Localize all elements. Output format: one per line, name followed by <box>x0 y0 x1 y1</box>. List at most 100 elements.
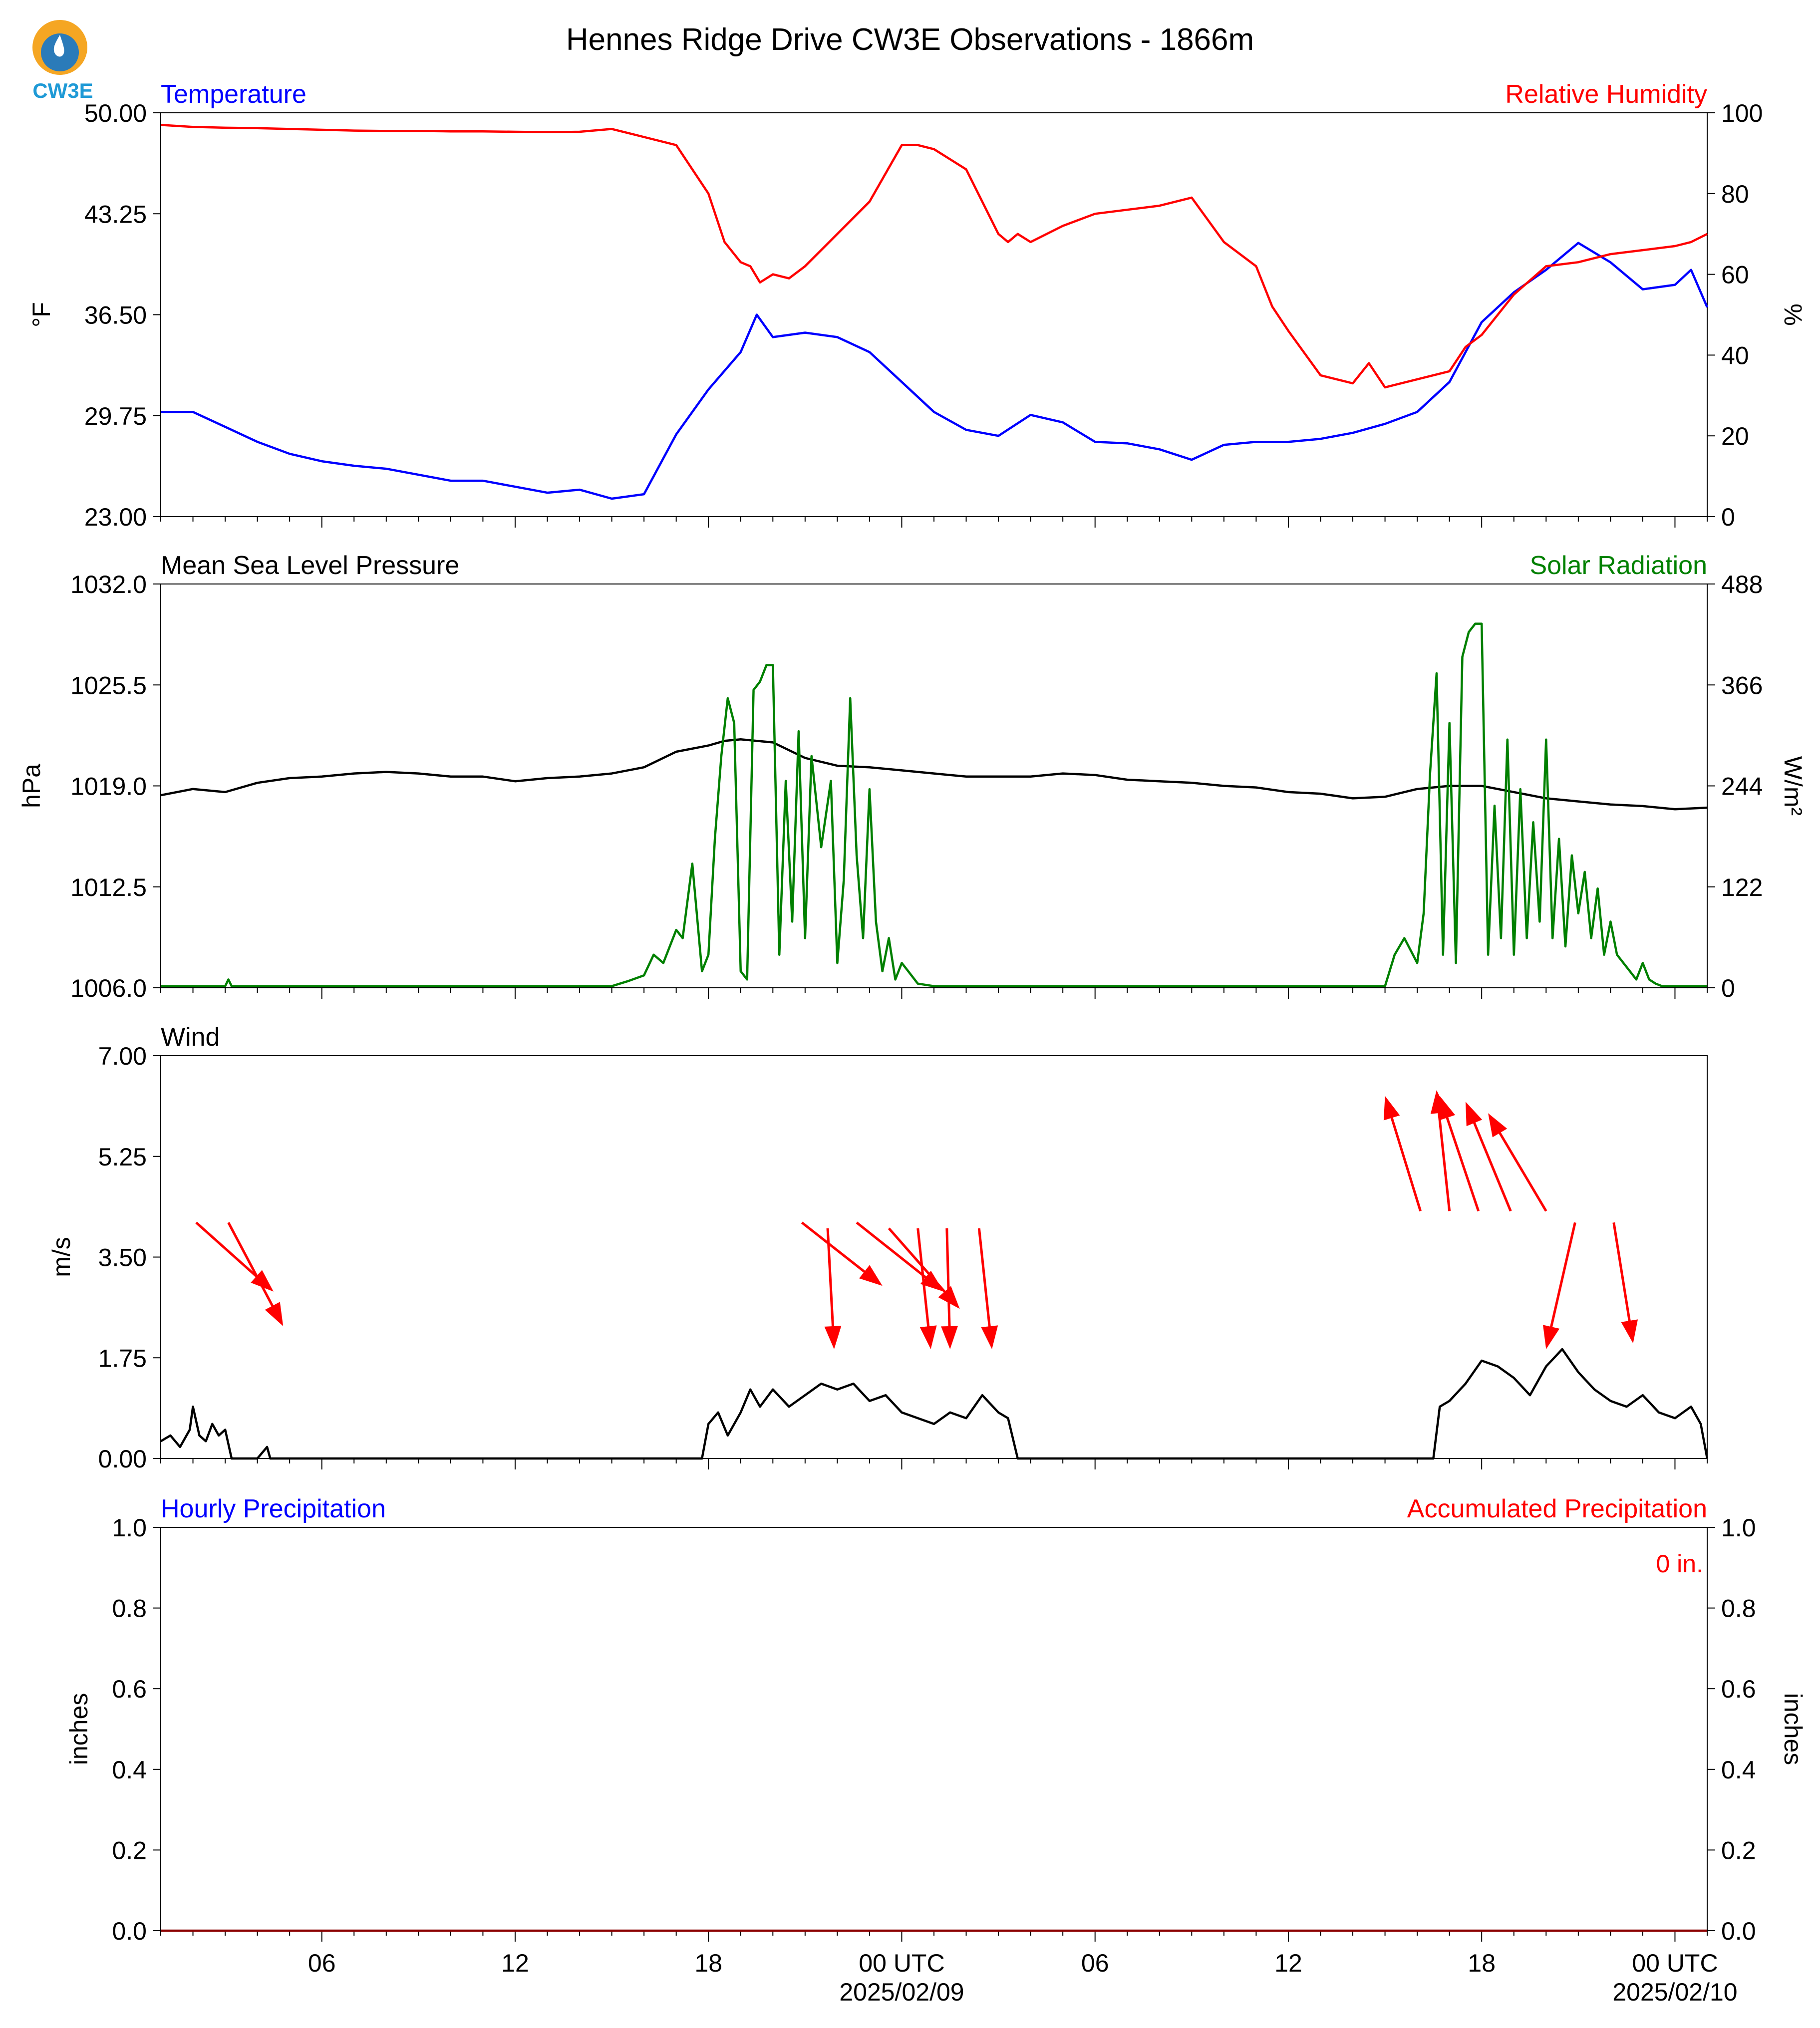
wind-arrow-1 <box>227 1222 276 1310</box>
wind-arrow-head-12 <box>1465 1102 1483 1127</box>
wind-arrow-head-1 <box>265 1302 284 1326</box>
wind-arrow-7 <box>945 1228 951 1331</box>
y2-tick-label: 0.0 <box>1721 1917 1756 1945</box>
y-tick-label: 0.00 <box>98 1445 147 1473</box>
wind-arrow-13 <box>1497 1129 1547 1212</box>
wind-arrow-head-15 <box>1621 1319 1638 1344</box>
panel-right-title: Solar Radiation <box>1529 551 1707 580</box>
wind-arrow-14 <box>1549 1222 1576 1331</box>
y-tick-label: 1025.5 <box>70 671 147 699</box>
y-tick-label: 0.0 <box>112 1917 147 1945</box>
y-tick-label: 36.50 <box>84 301 147 329</box>
wind-arrow-15 <box>1612 1222 1632 1325</box>
wind-arrow-12 <box>1472 1119 1512 1212</box>
y-tick-label: 43.25 <box>84 200 147 228</box>
panel-temperature-humidity: Temperature Relative Humidity 23.00 29.75 36… <box>27 80 1807 531</box>
y2-tick-label: 40 <box>1721 341 1749 369</box>
y2-tick-label: 122 <box>1721 873 1763 901</box>
panel-left-title: Mean Sea Level Pressure <box>161 551 459 580</box>
series-line-wind-0 <box>160 1348 1709 1460</box>
y2-tick-label: 80 <box>1721 180 1749 208</box>
y2-tick-label: 244 <box>1721 773 1763 801</box>
wind-arrow-8 <box>977 1228 991 1331</box>
y2-tick-label: 0.4 <box>1721 1756 1756 1784</box>
y-tick-label: 3.50 <box>98 1244 147 1272</box>
y-axis-label: °F <box>27 302 55 327</box>
y2-tick-label: 0 <box>1721 974 1735 1002</box>
y2-tick-label: 0.8 <box>1721 1595 1756 1623</box>
y2-tick-label: 0 <box>1721 503 1735 531</box>
wind-arrow-9 <box>1389 1114 1422 1212</box>
y-tick-label: 50.00 <box>84 99 147 127</box>
y2-axis-label: inches <box>1779 1693 1807 1765</box>
series-line-pressure-solar-0 <box>160 738 1708 811</box>
wind-arrow-head-11 <box>1439 1096 1456 1121</box>
panel-pressure-solar: Mean Sea Level Pressure Solar Radiation 10… <box>17 551 1807 1002</box>
series-line-temperature-humidity-0 <box>161 242 1709 500</box>
x-tick-label: 06 <box>1081 1949 1109 1977</box>
y-tick-label: 1.0 <box>112 1514 147 1542</box>
y2-tick-label: 366 <box>1721 671 1763 699</box>
x-tick-label: 18 <box>694 1949 722 1977</box>
wind-arrow-head-3 <box>824 1326 842 1349</box>
y-tick-label: 0.8 <box>112 1595 147 1623</box>
wind-arrow-head-0 <box>251 1270 274 1292</box>
y-tick-label: 7.00 <box>98 1042 147 1070</box>
panel-right-title: Accumulated Precipitation <box>1407 1494 1707 1523</box>
water-drop-icon <box>53 35 64 57</box>
wind-arrow-head-7 <box>941 1326 958 1349</box>
wind-arrow-head-14 <box>1542 1325 1560 1349</box>
y-tick-label: 1032.0 <box>70 571 147 598</box>
x-tick-date-label: 2025/02/10 <box>1612 1978 1737 2006</box>
wind-arrow-head-8 <box>981 1325 998 1349</box>
wind-arrow-10 <box>1437 1109 1451 1211</box>
wind-arrow-2 <box>801 1221 869 1275</box>
wind-arrow-4 <box>856 1221 930 1281</box>
panel-left-title: Hourly Precipitation <box>161 1494 386 1523</box>
series-line-temperature-humidity-1 <box>160 124 1708 389</box>
panel-left-title: Wind <box>161 1023 220 1052</box>
y2-tick-label: 488 <box>1721 571 1763 598</box>
panel-wind: Wind 0.00 1.75 3.50 5.25 7.00 m/s <box>47 1023 1709 1473</box>
wind-arrow-head-13 <box>1488 1113 1508 1138</box>
series-line-pressure-solar-1 <box>161 622 1707 987</box>
y2-tick-label: 1.0 <box>1721 1514 1756 1542</box>
y-tick-label: 0.6 <box>112 1675 147 1703</box>
wind-arrow-head-9 <box>1383 1096 1400 1121</box>
y2-tick-label: 100 <box>1721 99 1763 127</box>
panel-frame <box>160 112 1708 517</box>
y-axis-label: inches <box>65 1693 93 1765</box>
wind-arrow-head-4 <box>920 1270 944 1292</box>
y2-axis-label: % <box>1779 303 1807 325</box>
y-tick-label: 1.75 <box>98 1344 147 1372</box>
y-tick-label: 23.00 <box>84 503 147 531</box>
y-tick-label: 29.75 <box>84 402 147 430</box>
wind-arrow-head-6 <box>919 1325 937 1349</box>
logo-text: CW3E <box>32 79 93 102</box>
x-tick-label: 12 <box>1274 1949 1302 1977</box>
accumulated-total-label: 0 in. <box>1656 1550 1703 1578</box>
panel-frame <box>160 1527 1708 1931</box>
y2-tick-label: 0.6 <box>1721 1675 1756 1703</box>
wind-arrow-11 <box>1445 1113 1480 1212</box>
wind-arrow-head-2 <box>859 1265 883 1286</box>
y-tick-label: 0.4 <box>112 1756 147 1784</box>
y2-tick-label: 60 <box>1721 261 1749 289</box>
x-tick-label: 06 <box>308 1949 336 1977</box>
x-tick-label: 18 <box>1468 1949 1496 1977</box>
panel-left-title: Temperature <box>161 80 306 109</box>
y-tick-label: 1012.5 <box>70 873 147 901</box>
y-axis-label: m/s <box>47 1237 75 1277</box>
wind-arrow-5 <box>888 1227 948 1296</box>
panel-precipitation: Hourly Precipitation Accumulated Precipit… <box>65 1494 1807 2006</box>
logo: CW3E <box>32 20 93 102</box>
y2-tick-label: 0.2 <box>1721 1836 1756 1864</box>
y2-axis-label: W/m² <box>1779 756 1807 816</box>
y2-tick-label: 20 <box>1721 422 1749 450</box>
x-tick-label: 00 UTC <box>1632 1949 1718 1977</box>
panel-right-title: Relative Humidity <box>1505 80 1707 109</box>
x-tick-label: 12 <box>501 1949 529 1977</box>
y-tick-label: 0.2 <box>112 1836 147 1864</box>
y-axis-label: hPa <box>17 764 45 808</box>
